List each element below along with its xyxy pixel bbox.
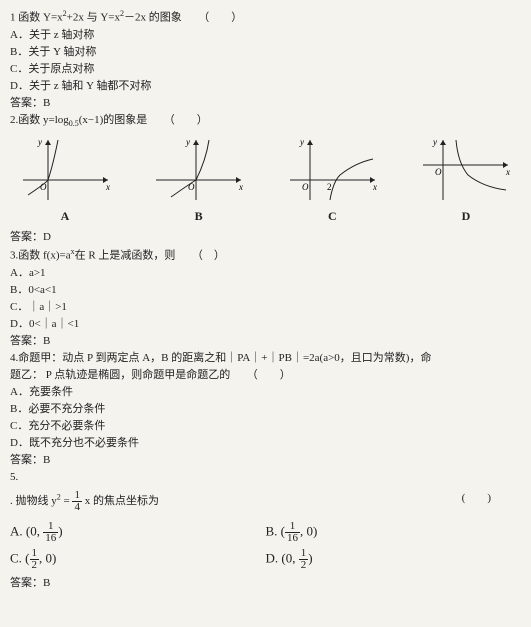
- q5B1: B. (: [266, 524, 286, 539]
- q5Ad: 16: [43, 533, 58, 544]
- label-A: A: [10, 207, 120, 226]
- q5-optA: A. (0, 116): [10, 519, 266, 546]
- svg-text:2: 2: [327, 182, 332, 192]
- q1-optA: A．关于 z 轴对称: [10, 27, 521, 44]
- q2-base: 0.5: [69, 119, 79, 128]
- q1-t3: －2x 的图象: [124, 12, 182, 24]
- svg-text:y: y: [432, 137, 437, 147]
- q5A2: ): [58, 524, 62, 539]
- q1-paren: （ ）: [204, 12, 243, 24]
- svg-text:O: O: [188, 182, 195, 192]
- q4-optD: D．既不充分也不必要条件: [10, 435, 521, 452]
- label-D: D: [411, 207, 521, 226]
- q5-num: 5.: [10, 469, 521, 486]
- q5C1: C. (: [10, 551, 30, 566]
- q5-title: . 抛物线 y2 = 14 x 的焦点坐标为 ( ): [10, 490, 521, 513]
- q5-paren: ( ): [462, 490, 491, 507]
- graph-A-svg: x y O: [18, 135, 113, 205]
- q5B2: , 0): [300, 524, 317, 539]
- q5-optC: C. (12, 0): [10, 546, 266, 573]
- q5-fd: 4: [72, 502, 82, 513]
- q5-eq: =: [61, 496, 73, 508]
- q5-answer: 答案：B: [10, 575, 521, 592]
- svg-text:y: y: [185, 137, 190, 147]
- q2-t1: 2.函数 y=log: [10, 114, 69, 126]
- q5Bd: 16: [285, 533, 300, 544]
- svg-text:x: x: [105, 182, 110, 192]
- q1-t2: +2x 与 Y=x: [67, 12, 120, 24]
- q5-tpo: x 的焦点坐标为: [82, 496, 159, 508]
- q4-stem1: 4.命题甲：动点 P 到两定点 A，B 的距离之和｜PA｜+｜PB｜=2a(a>…: [10, 350, 521, 367]
- q3-t2: 在 R 上是减函数，则 （ ）: [75, 250, 225, 262]
- q5-optB: B. (116, 0): [266, 519, 522, 546]
- q5-optD: D. (0, 12): [266, 546, 522, 573]
- q5-options: A. (0, 116) B. (116, 0) C. (12, 0) D. (0…: [10, 519, 521, 573]
- q4-optC: C．充分不必要条件: [10, 418, 521, 435]
- q4-answer: 答案：B: [10, 452, 521, 469]
- q1-optC: C．关于原点对称: [10, 61, 521, 78]
- q4-stem2: 题乙： P 点轨迹是椭圆，则命题甲是命题乙的 （ ）: [10, 367, 521, 384]
- graph-C: x y O 2: [277, 135, 387, 205]
- svg-text:O: O: [435, 167, 442, 177]
- q1-optB: B．关于 Y 轴对称: [10, 44, 521, 61]
- q1-t1: 1 函数 Y=x: [10, 12, 63, 24]
- graph-B: x y O: [144, 135, 254, 205]
- q5C2: , 0): [39, 551, 56, 566]
- q4-optB: B．必要不充分条件: [10, 401, 521, 418]
- label-C: C: [277, 207, 387, 226]
- graph-D: x y O: [411, 135, 521, 205]
- q3-answer: 答案：B: [10, 333, 521, 350]
- q5A1: A. (0,: [10, 524, 43, 539]
- q5D1: D. (0,: [266, 551, 299, 566]
- q3-optA: A．a>1: [10, 265, 521, 282]
- graph-B-svg: x y O: [151, 135, 246, 205]
- svg-text:O: O: [302, 182, 309, 192]
- q2-labels: A B C D: [10, 207, 521, 226]
- svg-text:x: x: [505, 167, 510, 177]
- q1-stem: 1 函数 Y=x2+2x 与 Y=x2－2x 的图象 （ ）: [10, 8, 521, 27]
- q2-t2: (x−1)的图象是 （ ）: [79, 114, 208, 126]
- q3-stem: 3.函数 f(x)=ax在 R 上是减函数，则 （ ）: [10, 246, 521, 265]
- q2-graphs: x y O x y O x y O 2 x y: [10, 135, 521, 205]
- label-B: B: [144, 207, 254, 226]
- q3-optD: D．0<｜a｜<1: [10, 316, 521, 333]
- q3-optC: C．｜a｜>1: [10, 299, 521, 316]
- q4-optA: A．充要条件: [10, 384, 521, 401]
- graph-D-svg: x y O: [418, 135, 513, 205]
- q1-optD: D．关于 z 轴和 Y 轴都不对称: [10, 78, 521, 95]
- svg-text:x: x: [238, 182, 243, 192]
- graph-C-svg: x y O 2: [285, 135, 380, 205]
- q3-t1: 3.函数 f(x)=a: [10, 250, 71, 262]
- svg-text:x: x: [372, 182, 377, 192]
- q5Cd: 2: [30, 560, 40, 571]
- q5Dd: 2: [299, 560, 309, 571]
- q3-optB: B．0<a<1: [10, 282, 521, 299]
- svg-text:y: y: [299, 137, 304, 147]
- q2-stem: 2.函数 y=log0.5(x−1)的图象是 （ ）: [10, 112, 521, 131]
- q1-answer: 答案：B: [10, 95, 521, 112]
- q2-answer: 答案：D: [10, 229, 521, 246]
- graph-A: x y O: [10, 135, 120, 205]
- q5-tp: . 抛物线 y: [10, 496, 57, 508]
- svg-text:y: y: [37, 137, 42, 147]
- q5D2: ): [308, 551, 312, 566]
